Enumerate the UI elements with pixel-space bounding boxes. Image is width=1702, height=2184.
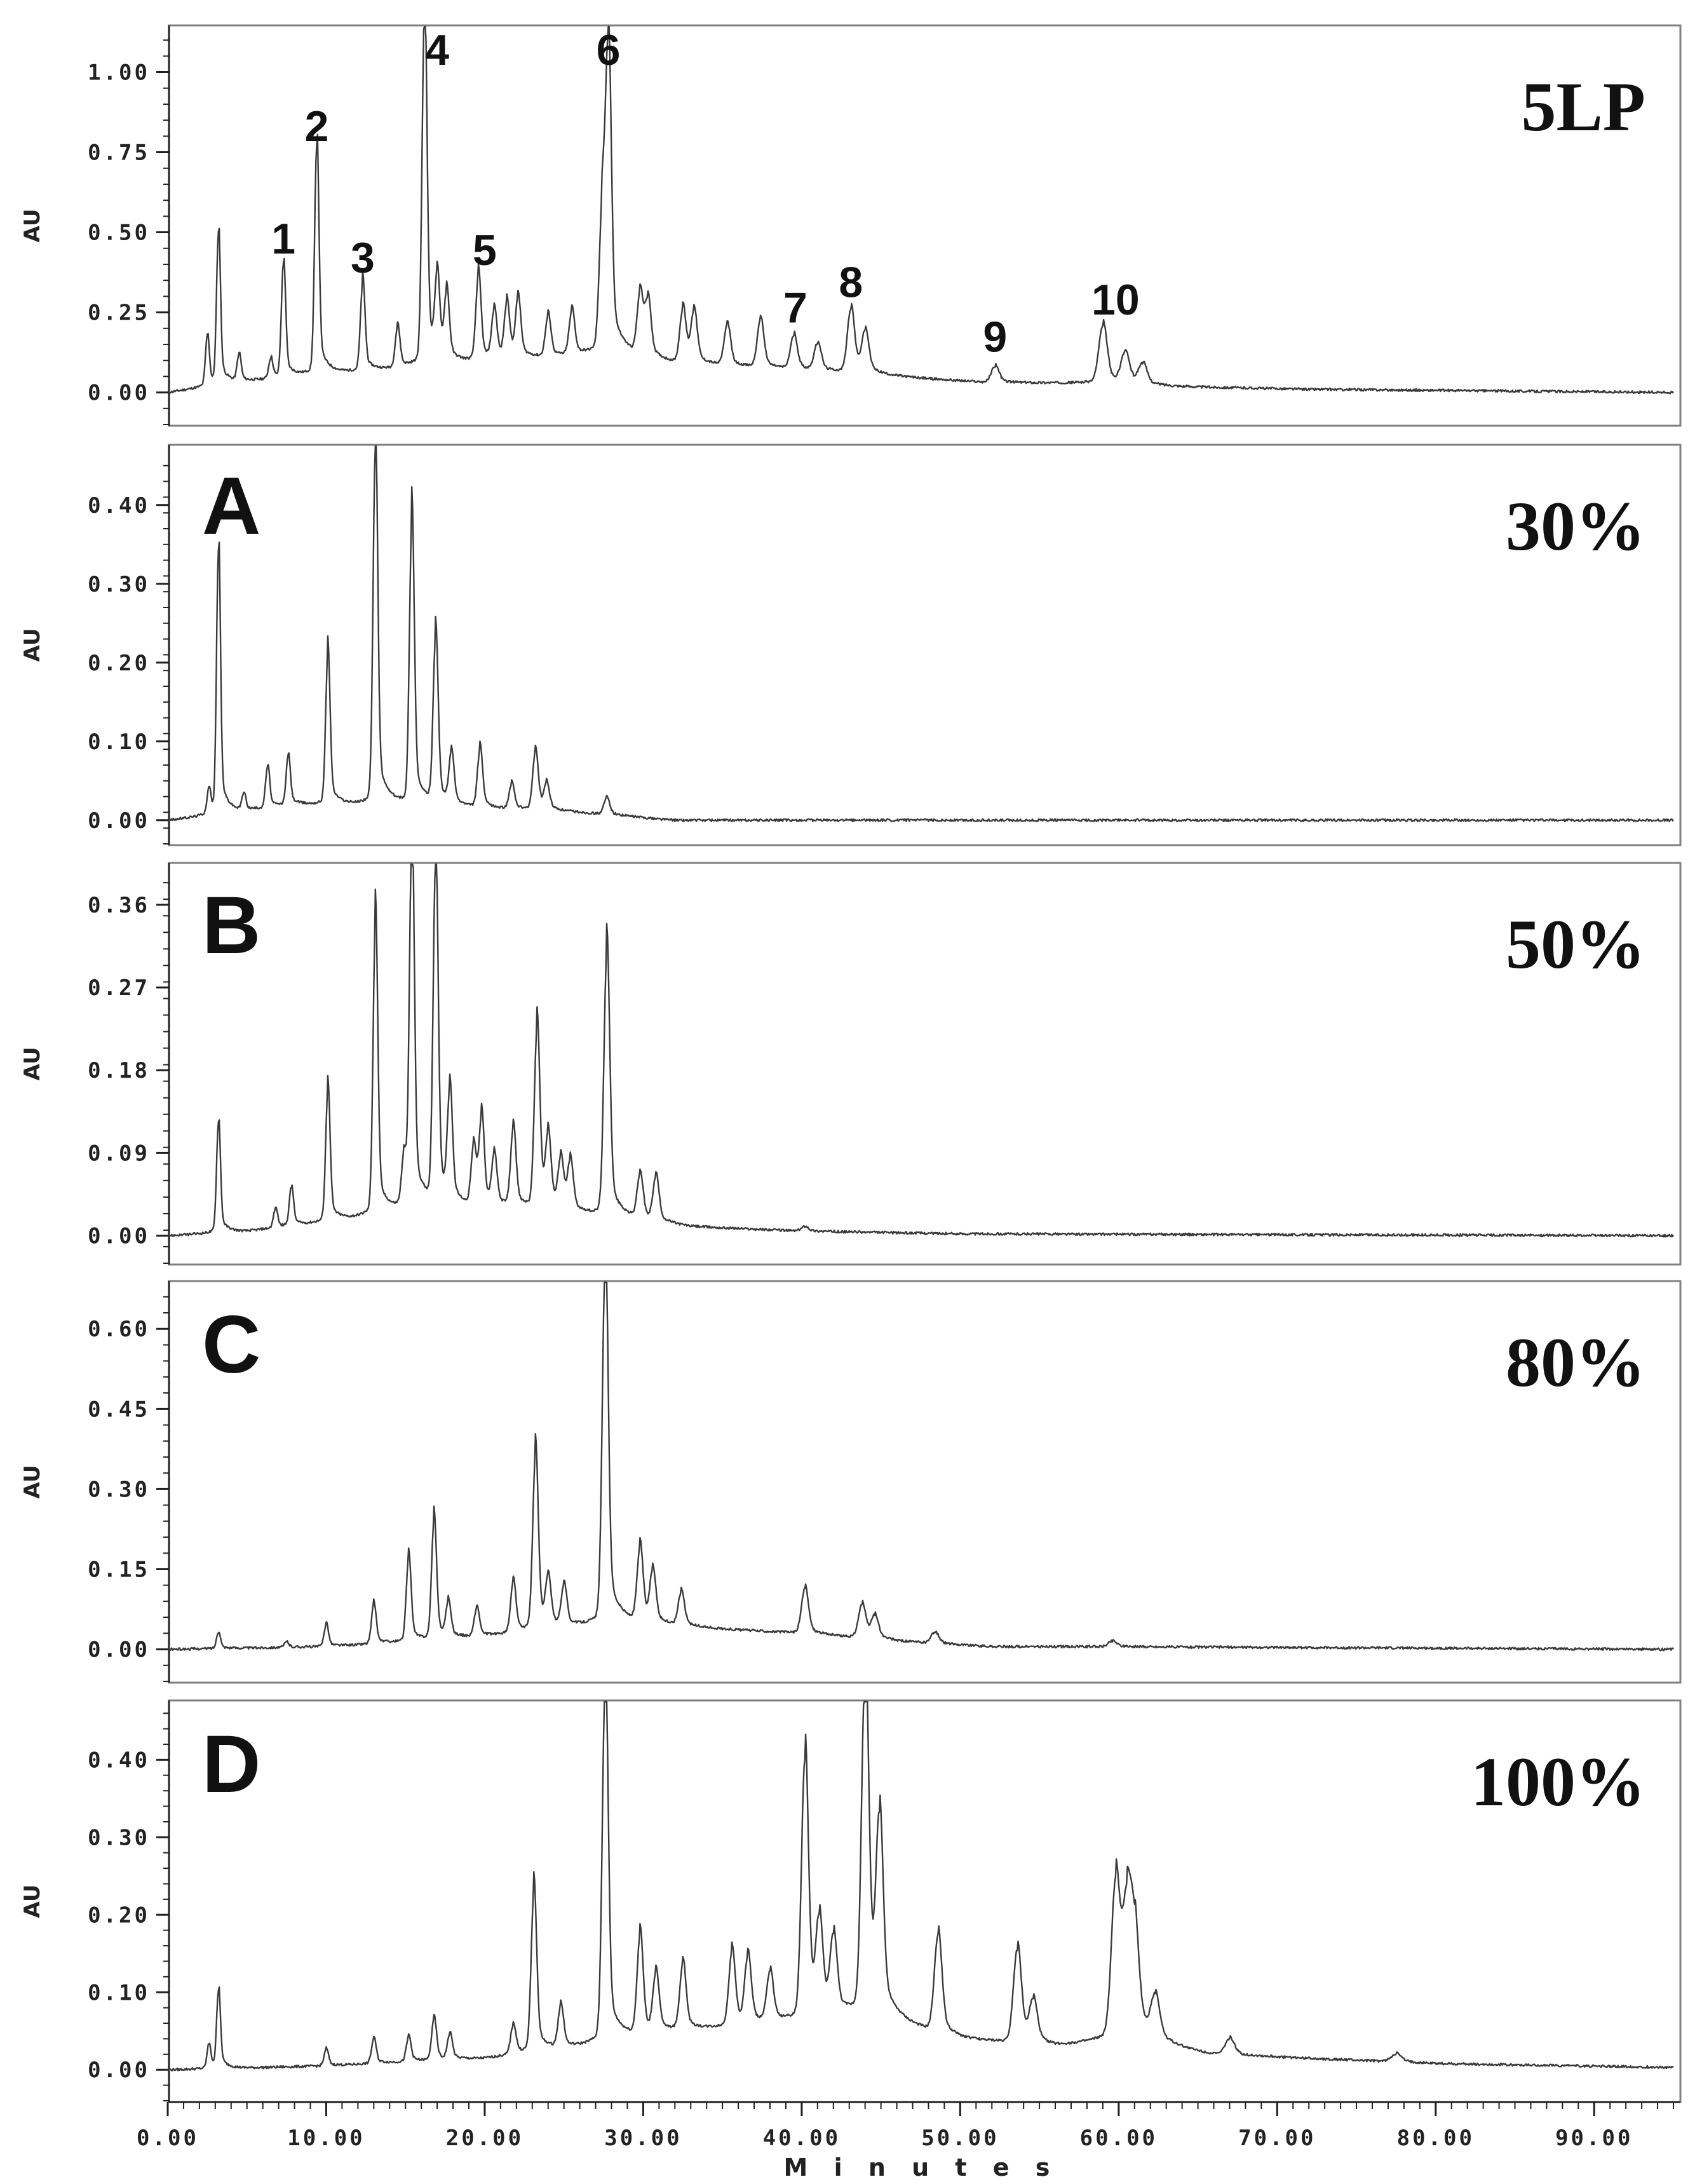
x-axis: 0.00 10.00 20.00 30.00 40.00 50.00 60.00 70.00 8… [137,2101,1680,2181]
y-tick-label: 0.00 [88,1224,150,1249]
x-tick-label: 30.00 [604,2126,682,2151]
panel-d: 0.00 0.10 0.20 0.30 0.40 AU D 100% [20,1699,1682,2103]
panel-condition-label: 5LP [1521,68,1645,146]
y-tick-label: 0.30 [88,572,150,597]
trace-5lp [167,25,1674,395]
x-tick-label: 70.00 [1238,2126,1316,2151]
panel-frame [168,1699,1682,2103]
panel-condition-label: 80% [1506,1324,1645,1401]
panel-condition-label: 100% [1471,1743,1645,1821]
y-tick-label: 0.50 [88,220,150,246]
y-tick-label: 0.40 [88,493,150,519]
x-tick-label: 90.00 [1555,2126,1633,2151]
x-tick-label: 0.00 [137,2126,199,2151]
peak-label: 9 [983,313,1007,361]
y-tick-label: 0.27 [88,975,150,1001]
panel-5lp: 0.00 0.25 0.50 0.75 1.00 AU 5LP 1 2 3 4 5 6 78 9 10 [20,24,1682,427]
peak-label: 10 [1091,276,1140,324]
panel-c: 0.00 0.15 0.30 0.45 0.60 AU C 80% [20,1280,1682,1684]
y-tick-label: 0.00 [88,1638,150,1663]
peak-label: 8 [839,259,863,307]
y-axis-title: AU [20,628,45,662]
x-tick-label: 40.00 [763,2126,841,2151]
y-tick-label: 0.00 [88,2058,150,2083]
y-tick-label: 0.09 [88,1141,150,1166]
y-tick-label: 0.00 [88,381,150,406]
y-tick-label: 0.45 [88,1397,150,1422]
peak-label: 4 [425,26,449,74]
peak-label: 7 [783,283,807,332]
y-axis-title: AU [20,1047,45,1081]
trace-c [167,1281,1674,1652]
panel-condition-label: 30% [1506,487,1645,565]
y-tick-label: 0.10 [88,729,150,755]
panel-letter: C [202,1299,260,1390]
y-tick-label: 0.30 [88,1477,150,1502]
y-tick-label: 0.00 [88,808,150,834]
trace-b [167,863,1674,1238]
x-tick-label: 60.00 [1080,2126,1158,2151]
x-axis-title: M i n u t e s [784,2153,1059,2181]
panel-letter: D [202,1719,260,1810]
peak-label: 5 [473,226,497,275]
panels-layer: 0.000.250.500.751.00AU5LP123456789100.00… [20,24,1682,2103]
peak-label: 3 [351,233,375,281]
y-tick-label: 0.40 [88,1747,150,1773]
y-tick-label: 0.75 [88,140,150,166]
y-axis-title: AU [20,209,45,243]
panel-letter: A [202,461,260,552]
x-tick-label: 20.00 [446,2126,523,2151]
panel-letter: B [202,880,260,971]
y-axis-title: AU [20,1885,45,1918]
panel-a: 0.00 0.10 0.20 0.30 0.40 AU A 30% [20,444,1682,846]
trace-a [167,445,1674,822]
panel-condition-label: 50% [1506,905,1645,983]
y-tick-label: 0.15 [88,1557,150,1582]
x-tick-label: 80.00 [1397,2126,1475,2151]
trace-d [167,1700,1674,2072]
peak-label: 1 [271,215,295,263]
x-tick-label: 50.00 [921,2126,999,2151]
panel-b: 0.00 0.09 0.18 0.27 0.36 AU B 50% [20,862,1682,1266]
y-tick-label: 1.00 [88,60,150,86]
y-tick-label: 0.60 [88,1317,150,1342]
y-tick-label: 0.36 [88,893,150,918]
y-tick-label: 0.20 [88,1903,150,1928]
peak-label: 2 [305,102,329,151]
panel-frame [168,444,1682,846]
y-tick-label: 0.25 [88,301,150,326]
y-tick-label: 0.30 [88,1825,150,1850]
y-axis-title: AU [20,1465,45,1499]
x-tick-label: 10.00 [287,2126,365,2151]
peak-label: 6 [597,26,621,74]
y-tick-label: 0.18 [88,1058,150,1083]
y-tick-label: 0.10 [88,1980,150,2005]
y-tick-label: 0.20 [88,651,150,676]
panel-frame [168,24,1682,427]
panel-frame [168,1280,1682,1684]
panel-frame [168,862,1682,1266]
